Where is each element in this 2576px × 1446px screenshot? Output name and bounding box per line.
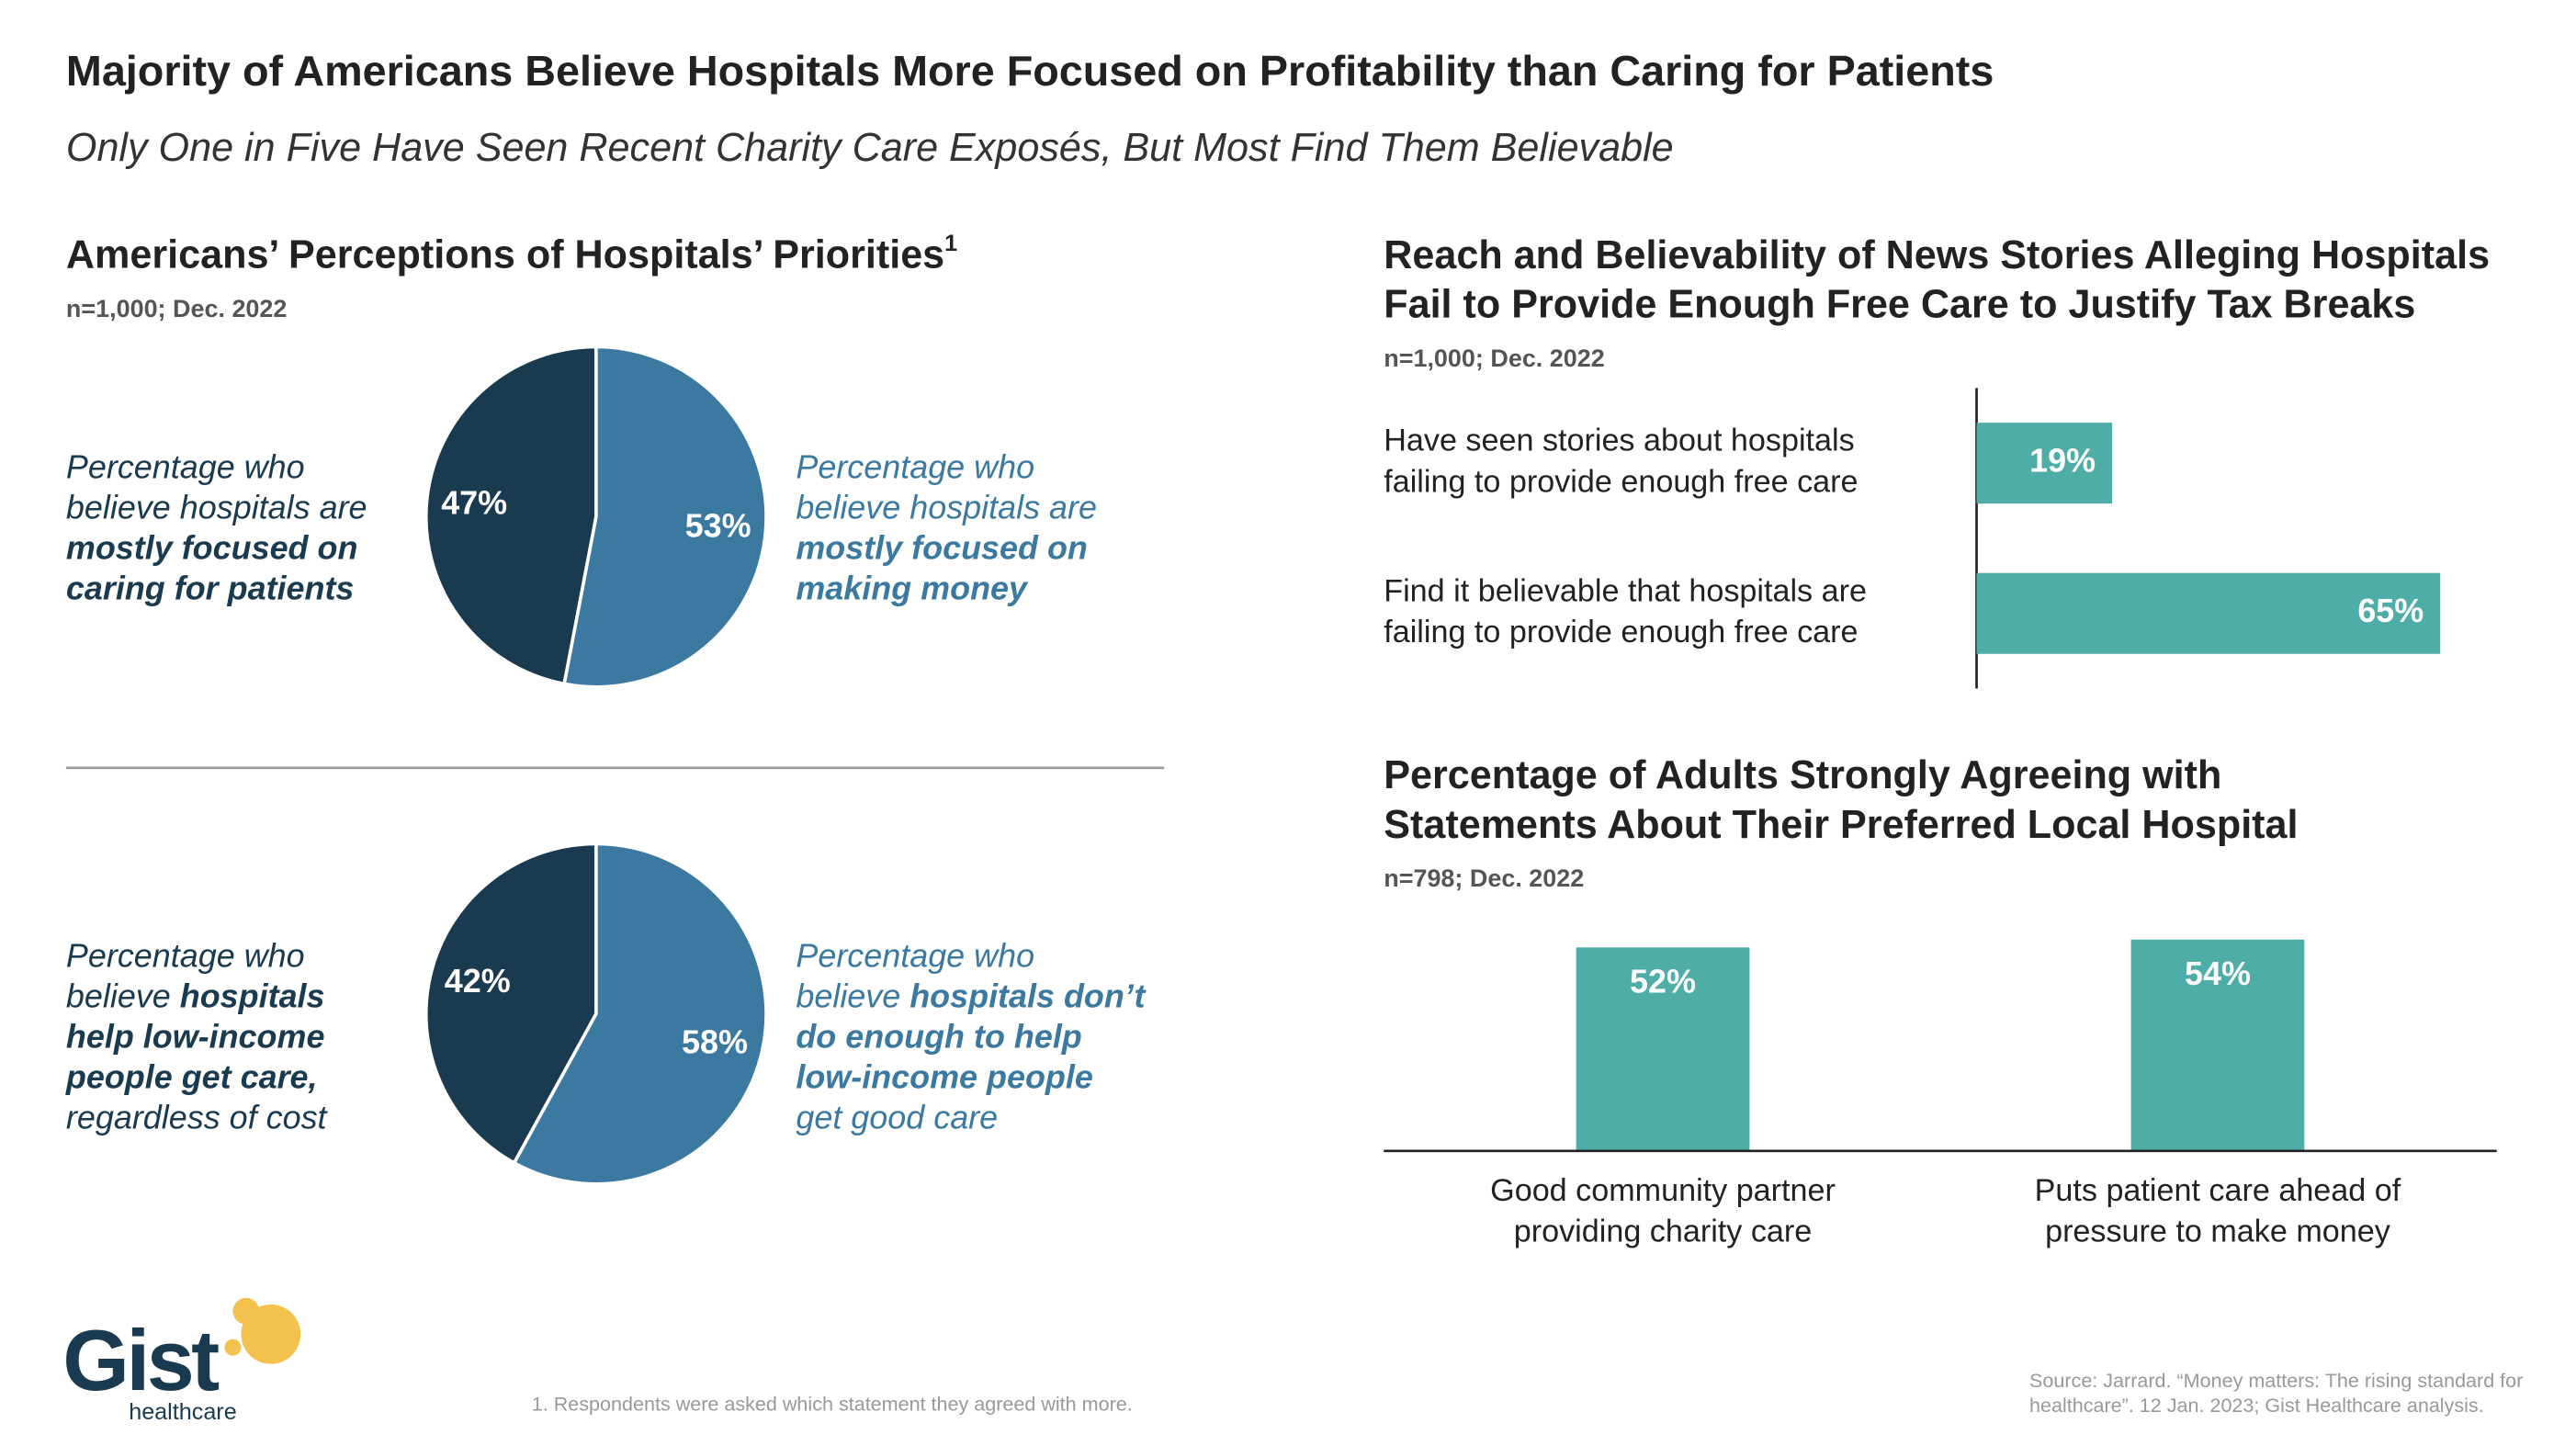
annotation-text: low-income people (796, 1057, 1092, 1095)
annotation: people get care, (65, 1057, 318, 1095)
annotation: help low-income (66, 1017, 325, 1055)
chart-title-text: Americans’ Perceptions of Hospitals’ Pri… (66, 233, 944, 277)
chart-title: Percentage of Adults Strongly Agreeing w… (1384, 753, 2221, 797)
annotation-text: believe hospitals are (66, 488, 367, 525)
annotation: believe hospitals are (66, 488, 367, 525)
annotation-text: get good care (796, 1098, 998, 1135)
value-label: 53% (685, 507, 751, 545)
value-label: 65% (2357, 592, 2423, 629)
footnote: 1. Respondents were asked which statemen… (532, 1392, 1133, 1415)
chart-title: Fail to Provide Enough Free Care to Just… (1384, 283, 2415, 327)
value-label: 47% (441, 484, 507, 522)
value-label: 58% (682, 1022, 748, 1060)
annotation-text: Percentage who (796, 936, 1034, 974)
page-title: Majority of Americans Believe Hospitals … (66, 47, 1994, 95)
footnote-mark: 1 (944, 231, 957, 256)
annotation: making money (796, 569, 1029, 606)
chart-subtitle: n=1,000; Dec. 2022 (66, 295, 288, 322)
annotation-text: hospitals don’t (910, 977, 1147, 1014)
annotation: do enough to help (796, 1017, 1081, 1055)
value-label: 52% (1630, 962, 1696, 1000)
value-label: 19% (2029, 442, 2096, 480)
category-label: failing to provide enough free care (1384, 465, 1858, 500)
annotation-text: caring for patients (66, 569, 355, 606)
logo: Gist (62, 1312, 219, 1408)
logo-tagline: healthcare (129, 1399, 236, 1425)
annotation-text: people get care, (65, 1057, 318, 1095)
category-label: pressure to make money (2045, 1214, 2390, 1249)
bar (1976, 572, 2441, 654)
annotation: Percentage who (796, 936, 1034, 974)
annotation-text: mostly focused on (66, 528, 358, 566)
annotation-text: believe hospitals are (796, 488, 1097, 525)
category-label: Good community partner (1490, 1173, 1836, 1208)
chart-subtitle: n=1,000; Dec. 2022 (1384, 345, 1605, 372)
pie-slice (424, 345, 598, 686)
category-label: providing charity care (1514, 1214, 1813, 1249)
annotation: get good care (796, 1098, 998, 1135)
bar (2130, 939, 2305, 1151)
annotation: believe hospitals are (796, 488, 1097, 525)
annotation-text: regardless of cost (66, 1098, 329, 1135)
logo-dot (232, 1297, 260, 1325)
category-label: Have seen stories about hospitals (1384, 424, 1854, 458)
value-label: 42% (445, 962, 511, 1000)
chart-title: Reach and Believability of News Stories … (1384, 233, 2490, 277)
source: Source: Jarrard. “Money matters: The ris… (2029, 1369, 2523, 1392)
annotation-text: Percentage who (796, 447, 1034, 485)
annotation: mostly focused on (66, 528, 358, 566)
bar (1976, 423, 2113, 504)
pie-slice (424, 842, 598, 1166)
annotation-text: mostly focused on (796, 528, 1088, 566)
page-subtitle: Only One in Five Have Seen Recent Charit… (66, 126, 1674, 170)
bar (1576, 947, 1750, 1151)
annotation: believe hospitals (66, 977, 325, 1014)
annotation: caring for patients (66, 569, 355, 606)
category-label: Puts patient care ahead of (2035, 1173, 2401, 1208)
pie-slice (562, 345, 768, 689)
annotation-text: hospitals (180, 977, 325, 1014)
chart-title: Statements About Their Preferred Local H… (1384, 803, 2298, 847)
value-label: 54% (2185, 955, 2251, 992)
annotation: Percentage who (796, 447, 1034, 485)
annotation-text: do enough to help (796, 1017, 1081, 1055)
annotation: Percentage who (66, 447, 305, 485)
source: healthcare”. 12 Jan. 2023; Gist Healthca… (2029, 1394, 2484, 1417)
category-label: failing to provide enough free care (1384, 615, 1858, 650)
chart-title: Americans’ Perceptions of Hospitals’ Pri… (66, 231, 957, 277)
annotation: believe hospitals don’t (796, 977, 1147, 1014)
pie-slice (512, 842, 768, 1186)
annotation: mostly focused on (796, 528, 1088, 566)
category-label: Find it believable that hospitals are (1384, 573, 1867, 608)
annotation-text: believe (66, 977, 180, 1014)
annotation-text: Percentage who (66, 447, 305, 485)
annotation-text: Percentage who (66, 936, 305, 974)
chart-subtitle: n=798; Dec. 2022 (1384, 864, 1584, 892)
annotation: Percentage who (66, 936, 305, 974)
annotation: regardless of cost (66, 1098, 329, 1135)
annotation-text: making money (796, 569, 1029, 606)
annotation-text: help low-income (66, 1017, 325, 1055)
annotation-text: believe (796, 977, 910, 1014)
annotation: low-income people (796, 1057, 1092, 1095)
logo-dot (224, 1339, 242, 1356)
